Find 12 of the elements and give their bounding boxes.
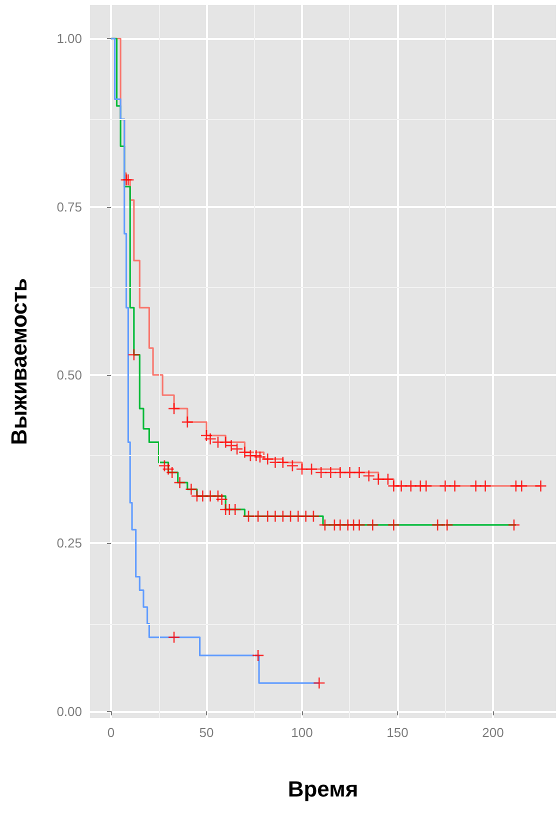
x-tick-label: 200 — [482, 725, 504, 740]
y-axis-title: Выживаемость — [6, 278, 32, 445]
y-tick-label: 0.00 — [56, 704, 82, 719]
x-tick-label: 100 — [291, 725, 313, 740]
y-tick-label: 0.75 — [56, 199, 82, 214]
x-tick-label: 50 — [199, 725, 214, 740]
y-tick-label: 1.00 — [56, 31, 82, 46]
x-tick-label: 150 — [386, 725, 408, 740]
y-tick-label: 0.50 — [56, 367, 82, 382]
x-tick-label: 0 — [107, 725, 115, 740]
x-axis-title: Время — [288, 776, 358, 802]
y-tick-label: 0.25 — [56, 536, 82, 551]
